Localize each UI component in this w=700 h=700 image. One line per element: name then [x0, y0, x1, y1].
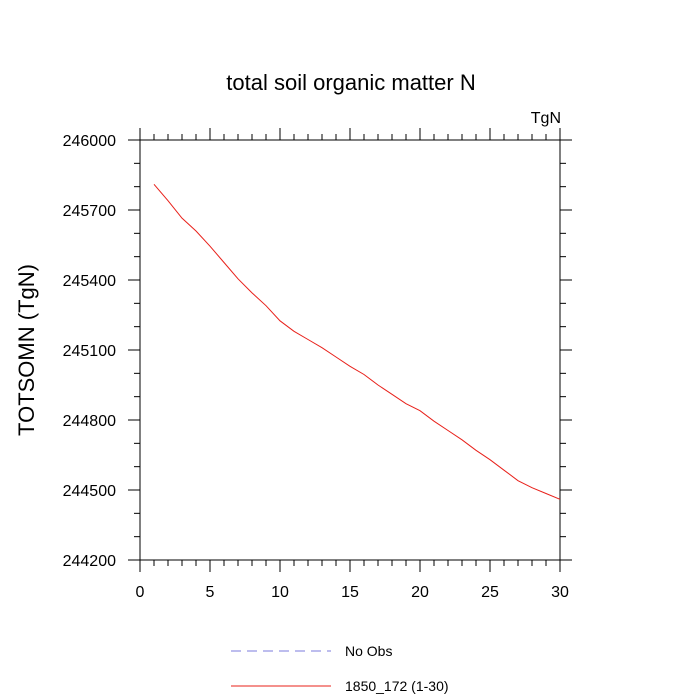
x-tick-label: 5 — [206, 584, 215, 601]
plot-frame — [139, 139, 561, 561]
y-axis-label: TOTSOMN (TgN) — [14, 264, 39, 436]
y-tick-label: 244800 — [63, 413, 116, 430]
y-tick-label: 245100 — [63, 343, 116, 360]
legend: No Obs 1850_172 (1-30) — [231, 643, 449, 694]
x-tick-label: 25 — [481, 584, 499, 601]
y-tick-label: 244500 — [63, 483, 116, 500]
legend-label: No Obs — [345, 643, 392, 659]
y-tick-label: 245400 — [63, 273, 116, 290]
x-tick-label: 30 — [551, 584, 569, 601]
chart-title: total soil organic matter N — [226, 70, 475, 95]
x-tick-label: 10 — [271, 584, 289, 601]
x-tick-label: 20 — [411, 584, 429, 601]
legend-label: 1850_172 (1-30) — [345, 678, 449, 694]
series-line-1 — [153, 184, 561, 500]
series-lines — [153, 184, 561, 500]
y-tick-label: 245700 — [63, 203, 116, 220]
y-tick-label: 246000 — [63, 133, 116, 150]
axis-ticks: 0 5 10 15 20 25 30 244200 244500 244800 245100 2454… — [63, 128, 572, 601]
x-tick-label: 15 — [341, 584, 359, 601]
x-tick-label: 0 — [136, 584, 145, 601]
y-tick-label: 244200 — [63, 553, 116, 570]
units-label: TgN — [531, 110, 561, 127]
